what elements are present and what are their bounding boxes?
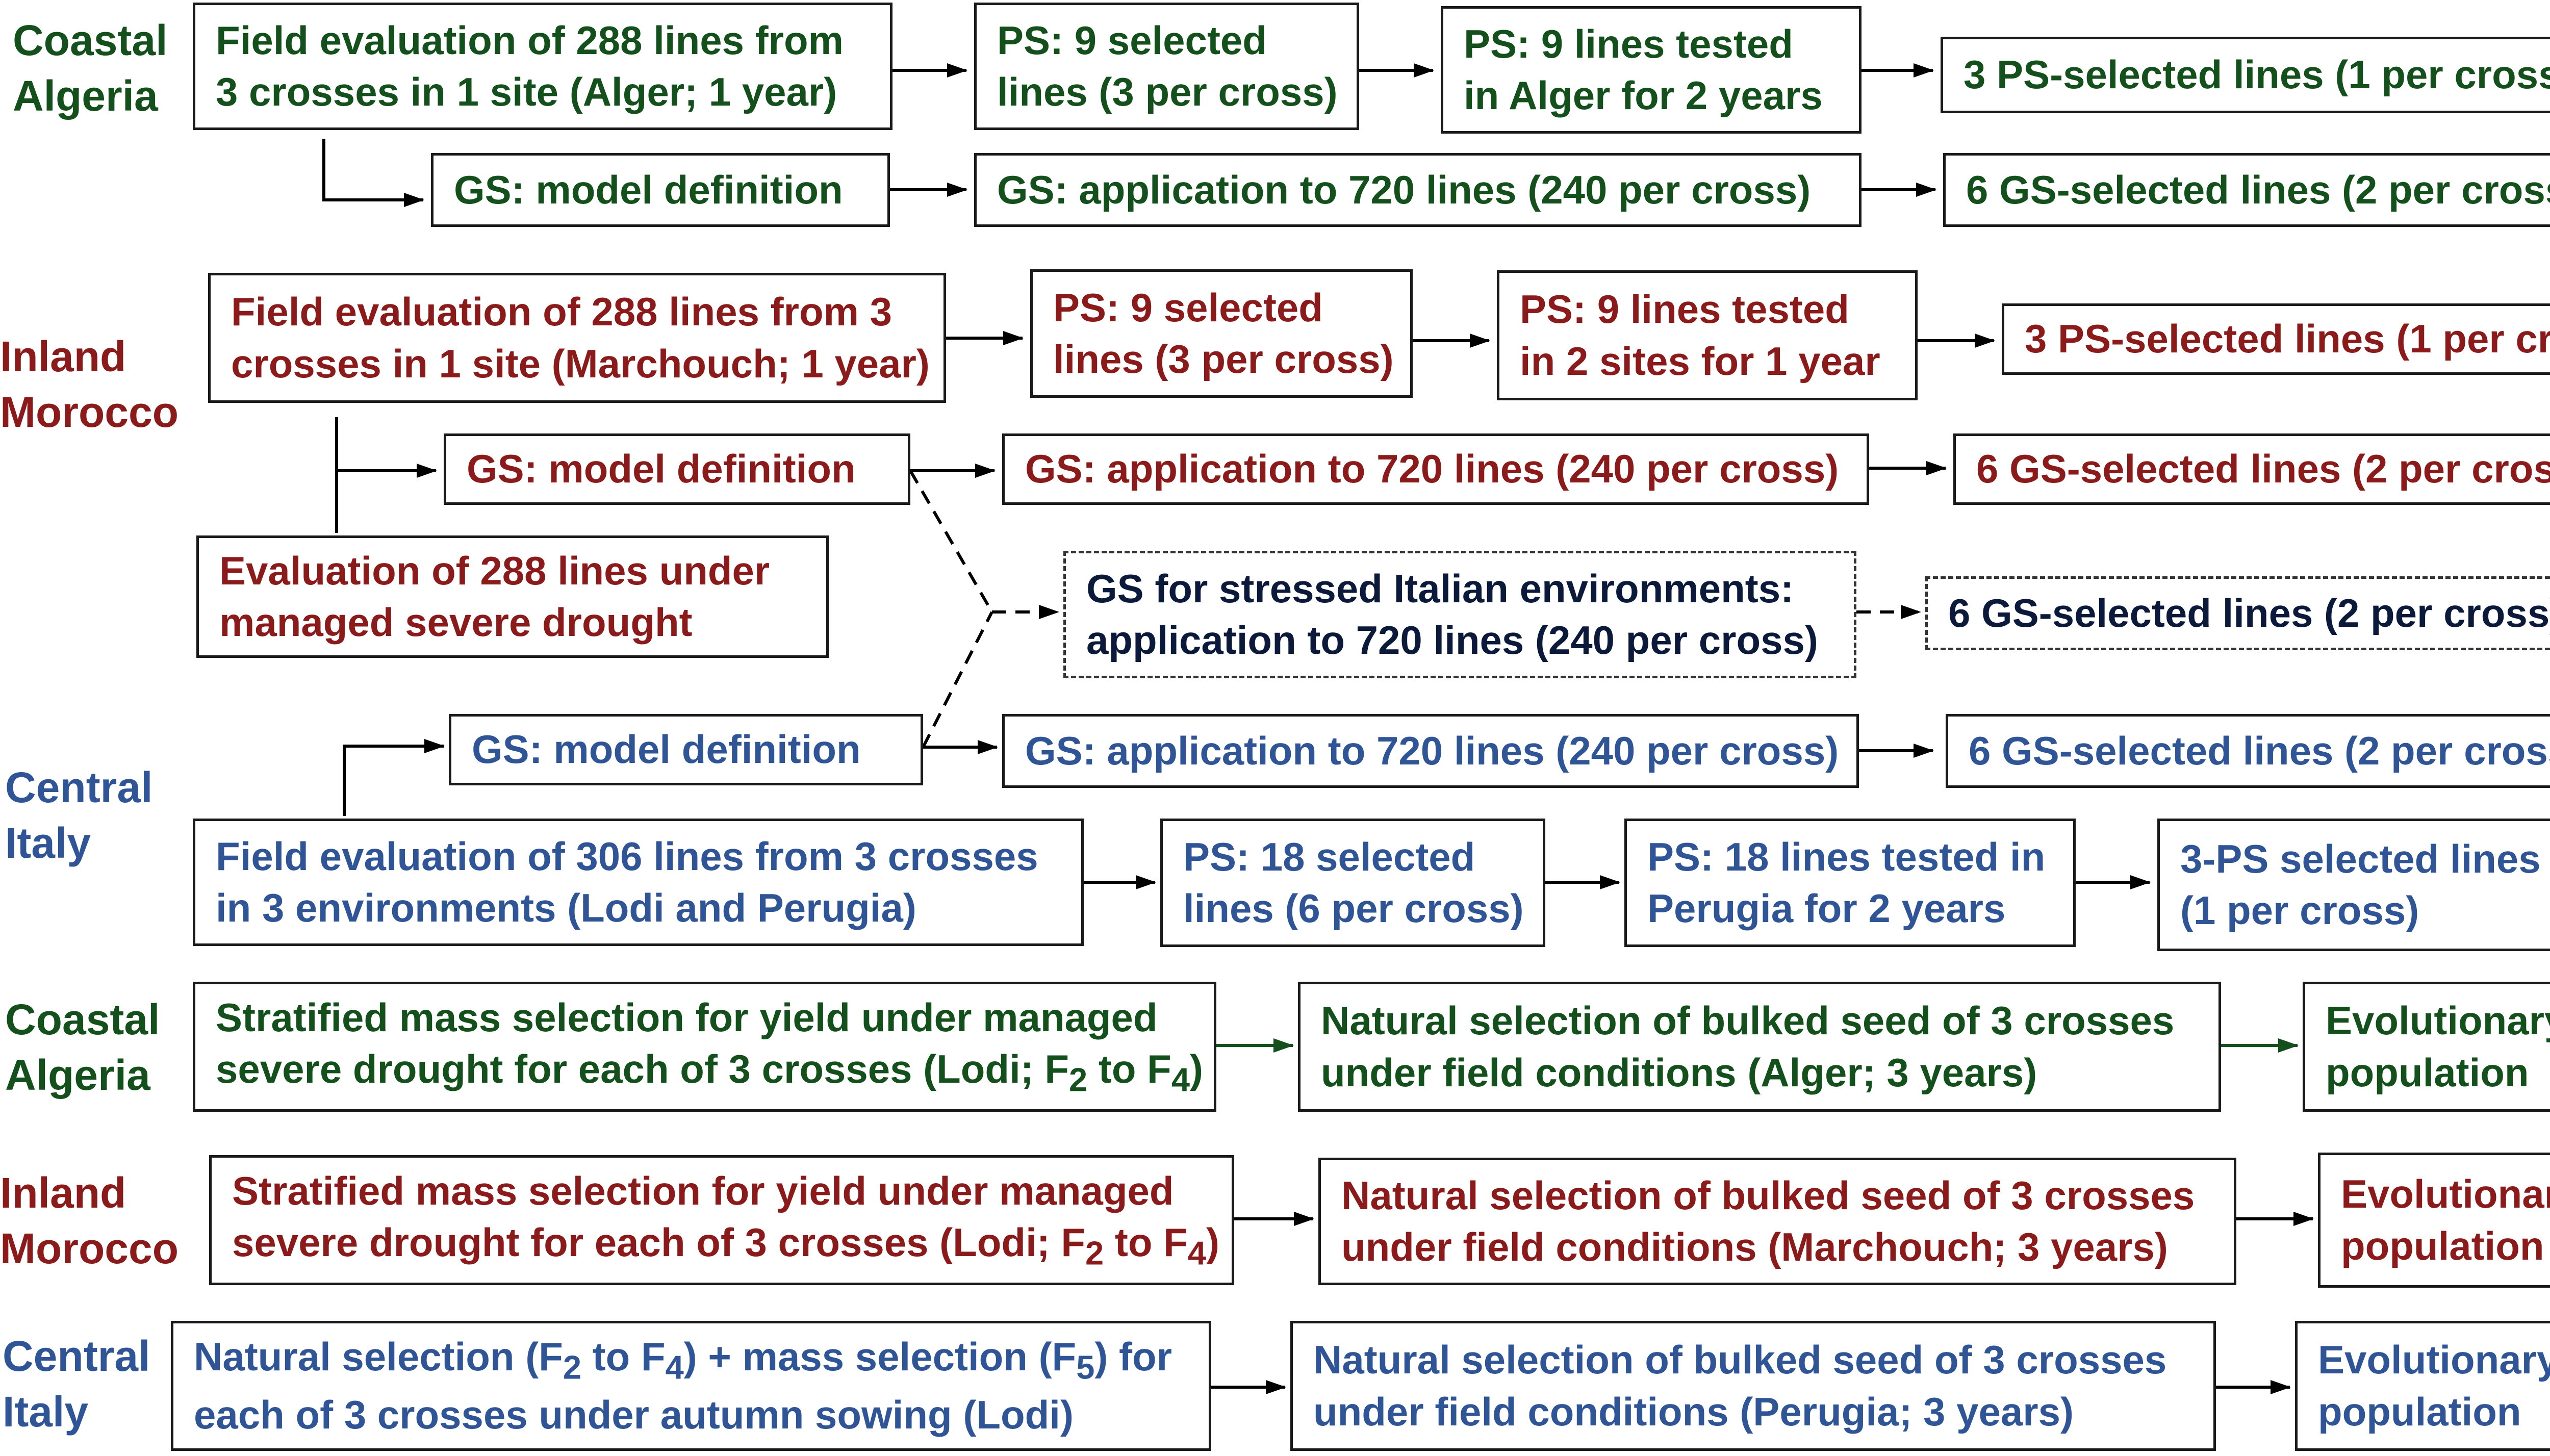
algeria-ps-selected-box: PS: 9 selected lines (3 per cross): [974, 3, 1359, 130]
italy-gs-result-box: 6 GS-selected lines (2 per cross): [1946, 714, 2550, 788]
dashed-ita-gs-to-merge: [922, 611, 993, 748]
region-label-italy-bottom: Central Italy: [3, 1332, 150, 1436]
italy-gs-application-box: GS: application to 720 lines (240 per cr…: [1002, 714, 1859, 788]
evo-morocco-natural-selection-box: Natural selection of bulked seed of 3 cr…: [1318, 1158, 2236, 1285]
morocco-ps-tested-box: PS: 9 lines tested in 2 sites for 1 year: [1497, 270, 1918, 400]
region-label-italy-top: Central Italy: [5, 763, 153, 867]
italian-stress-gs-result-box: 6 GS-selected lines (2 per cross): [1925, 576, 2550, 650]
morocco-gs-result-box: 6 GS-selected lines (2 per cross): [1953, 433, 2550, 505]
italy-field-evaluation-box: Field evaluation of 306 lines from 3 cro…: [193, 819, 1084, 946]
algeria-ps-result-box: 3 PS-selected lines (1 per cross): [1941, 37, 2550, 113]
algeria-field-evaluation-box: Field evaluation of 288 lines from 3 cros…: [193, 3, 892, 130]
morocco-ps-result-box: 3 PS-selected lines (1 per cross): [2002, 303, 2550, 375]
algeria-gs-result-box: 6 GS-selected lines (2 per cross): [1943, 153, 2550, 227]
dashed-mor-gs-to-merge: [909, 470, 993, 613]
arrow-ita-field-to-gs: [343, 739, 445, 816]
region-label-morocco-bottom: Inland Morocco: [0, 1169, 179, 1273]
morocco-gs-application-box: GS: application to 720 lines (240 per cr…: [1002, 433, 1869, 505]
algeria-gs-application-box: GS: application to 720 lines (240 per cr…: [974, 153, 1862, 227]
morocco-field-evaluation-box: Field evaluation of 288 lines from 3 cros…: [208, 273, 946, 403]
morocco-drought-evaluation-box: Evaluation of 288 lines under managed sev…: [196, 535, 829, 658]
italy-ps-tested-box: PS: 18 lines tested in Perugia for 2 year…: [1624, 819, 2076, 947]
evo-italy-natural-mass-selection-box: Natural selection (F2 to F4) + mass sele…: [171, 1321, 1211, 1451]
morocco-gs-model-box: GS: model definition: [444, 433, 910, 505]
arrow-alg-field-to-gs: [322, 139, 424, 207]
algeria-ps-tested-box: PS: 9 lines tested in Alger for 2 years: [1441, 6, 1862, 134]
algeria-gs-model-box: GS: model definition: [431, 153, 890, 227]
italy-gs-model-box: GS: model definition: [449, 714, 923, 785]
italy-ps-selected-box: PS: 18 selected lines (6 per cross): [1160, 819, 1545, 947]
evo-algeria-mass-selection-box: Stratified mass selection for yield unde…: [193, 982, 1216, 1112]
region-label-morocco-top: Inland Morocco: [0, 333, 179, 437]
italy-ps-result-box: 3-PS selected lines (1 per cross): [2157, 819, 2550, 951]
morocco-ps-selected-box: PS: 9 selected lines (3 per cross): [1030, 269, 1413, 398]
evo-morocco-mass-selection-box: Stratified mass selection for yield unde…: [209, 1155, 1234, 1285]
region-label-algeria-bottom: Coastal Algeria: [5, 995, 160, 1100]
evo-italy-natural-selection-box: Natural selection of bulked seed of 3 cr…: [1290, 1321, 2216, 1451]
italian-stress-gs-application-box: GS for stressed Italian environments: app…: [1063, 551, 1856, 678]
region-label-algeria-top: Coastal Algeria: [13, 16, 168, 120]
evo-algeria-natural-selection-box: Natural selection of bulked seed of 3 cr…: [1298, 982, 2221, 1112]
evo-italy-result-box: Evolutionary population: [2295, 1321, 2550, 1451]
evo-algeria-result-box: Evolutionary population: [2303, 982, 2550, 1112]
